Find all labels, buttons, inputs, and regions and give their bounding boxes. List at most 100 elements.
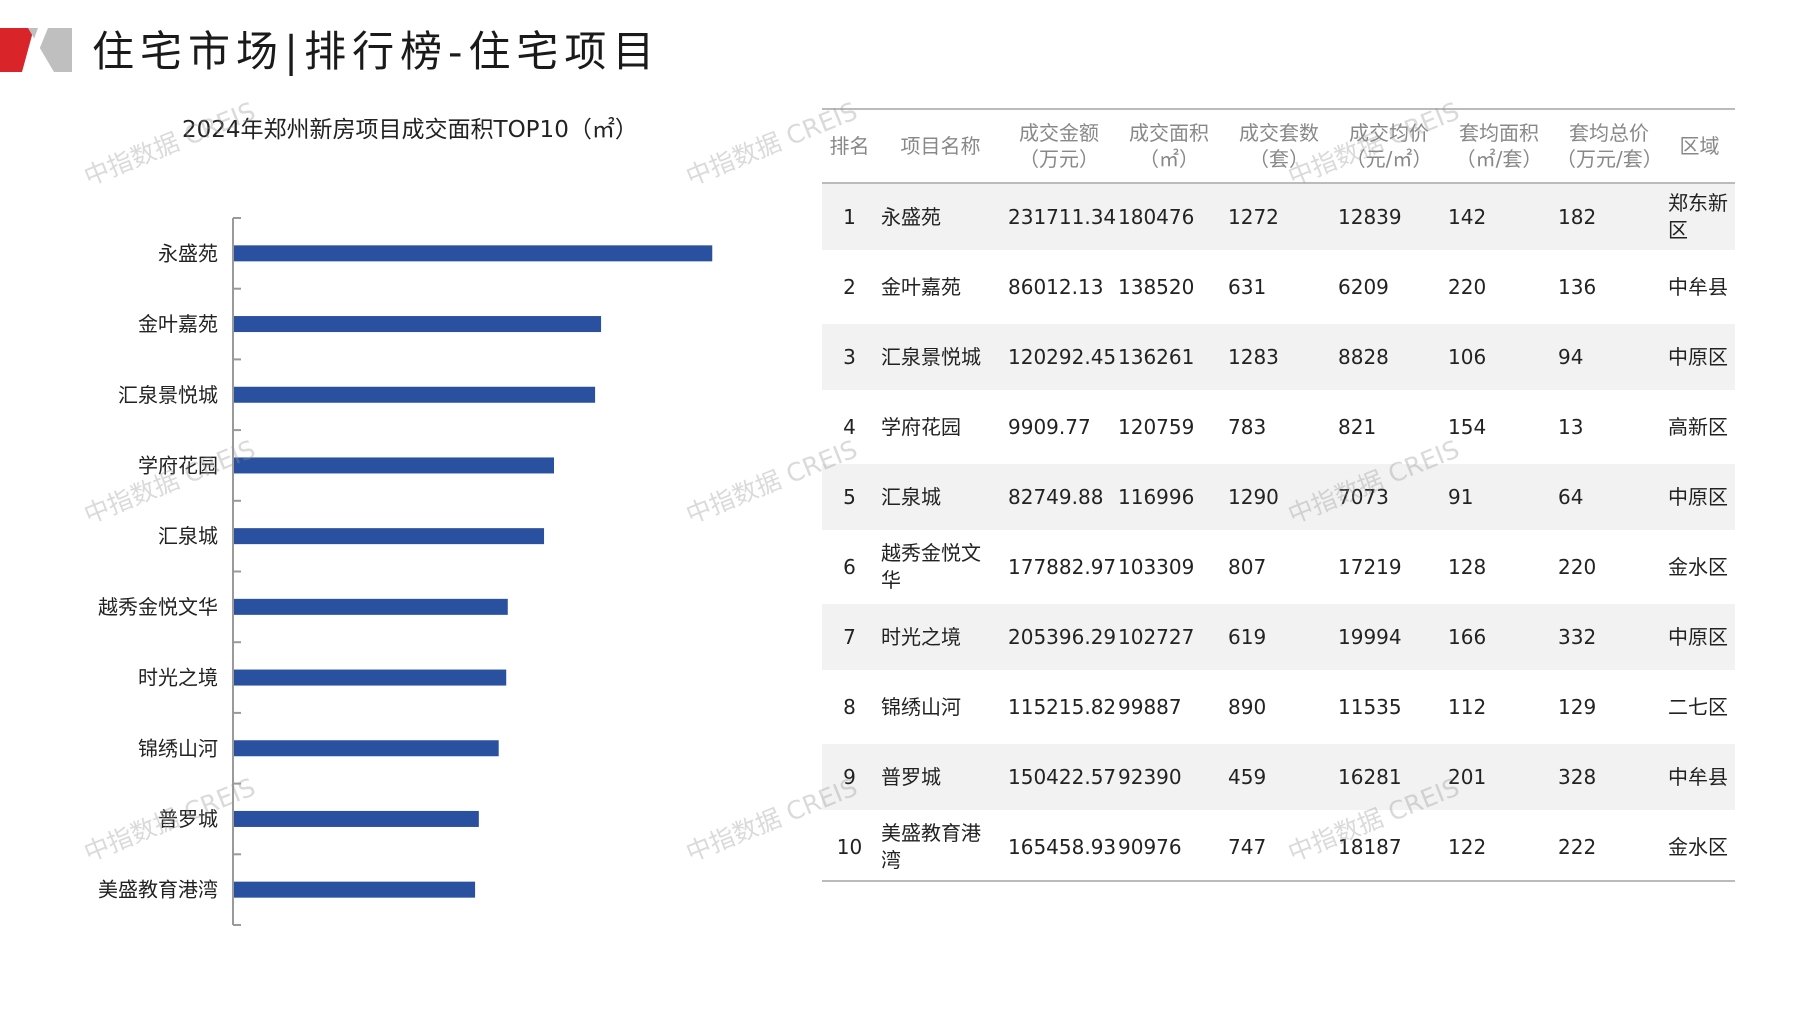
cell-district: 郑东新区	[1664, 183, 1735, 254]
cell-avg-area: 91	[1444, 462, 1554, 534]
header-name: 项目名称	[877, 108, 1004, 184]
cell-rank: 6	[822, 532, 877, 604]
cell-amount: 115215.82	[1004, 672, 1116, 744]
cell-price: 19994	[1334, 602, 1444, 674]
cell-amount: 150422.57	[1004, 742, 1116, 814]
cell-avg-total: 328	[1554, 742, 1664, 814]
cell-name: 时光之境	[877, 602, 1004, 674]
bar	[234, 810, 479, 827]
cell-area: 102727	[1114, 602, 1224, 674]
cell-amount: 9909.77	[1004, 392, 1114, 464]
brand-logo-icon	[0, 28, 72, 72]
cell-district: 中原区	[1664, 602, 1735, 674]
cell-area: 138520	[1114, 252, 1224, 324]
cell-units: 1283	[1224, 322, 1334, 394]
cell-avg-area: 166	[1444, 602, 1554, 674]
table-row: 4 学府花园 9909.77 120759 783 821 154 13 高新区	[822, 392, 1735, 464]
cell-area: 116996	[1114, 462, 1224, 534]
cell-units: 890	[1224, 672, 1334, 744]
bar	[234, 386, 596, 403]
header-units: 成交套数 （套）	[1224, 108, 1334, 184]
bar	[234, 669, 507, 686]
bar	[234, 457, 555, 474]
category-label: 锦绣山河	[138, 736, 218, 760]
cell-amount: 205396.29	[1004, 602, 1116, 674]
cell-units: 459	[1224, 742, 1334, 814]
bar-chart: 永盛苑金叶嘉苑汇泉景悦城学府花园汇泉城越秀金悦文华时光之境锦绣山河普罗城美盛教育…	[98, 217, 713, 926]
cell-avg-total: 332	[1554, 602, 1664, 674]
cell-price: 7073	[1334, 462, 1444, 534]
cell-amount: 165458.93	[1004, 812, 1116, 882]
cell-amount: 82749.88	[1004, 462, 1114, 534]
cell-avg-total: 220	[1554, 532, 1664, 604]
cell-amount: 86012.13	[1004, 252, 1114, 324]
cell-price: 821	[1334, 392, 1444, 464]
cell-rank: 10	[822, 812, 877, 882]
bar	[234, 316, 602, 333]
cell-area: 136261	[1114, 322, 1224, 394]
cell-avg-area: 128	[1444, 532, 1554, 604]
cell-area: 120759	[1114, 392, 1224, 464]
table-row: 1 永盛苑 231711.34 180476 1272 12839 142 182 郑东新区	[822, 183, 1735, 254]
cell-name: 美盛教育港湾	[877, 812, 1004, 882]
cell-name: 汇泉景悦城	[877, 322, 1004, 394]
category-label: 时光之境	[138, 666, 218, 690]
cell-avg-area: 106	[1444, 322, 1554, 394]
cell-rank: 2	[822, 252, 877, 324]
cell-avg-area: 201	[1444, 742, 1554, 814]
category-label: 永盛苑	[158, 241, 218, 265]
table-row: 9 普罗城 150422.57 92390 459 16281 201 328 中牟县	[822, 742, 1735, 814]
category-label: 美盛教育港湾	[98, 878, 218, 902]
bar	[234, 528, 545, 545]
cell-units: 619	[1224, 602, 1334, 674]
category-label: 汇泉景悦城	[118, 383, 218, 407]
cell-units: 807	[1224, 532, 1334, 604]
cell-units: 783	[1224, 392, 1334, 464]
cell-avg-total: 94	[1554, 322, 1664, 394]
cell-area: 99887	[1114, 672, 1224, 744]
cell-avg-area: 154	[1444, 392, 1554, 464]
cell-units: 747	[1224, 812, 1334, 882]
cell-district: 金水区	[1664, 532, 1735, 604]
cell-price: 16281	[1334, 742, 1444, 814]
table-row: 6 越秀金悦文华 177882.97 103309 807 17219 128 220 金水区	[822, 532, 1735, 604]
header-area: 成交面积 （㎡）	[1114, 108, 1224, 184]
cell-rank: 3	[822, 322, 877, 394]
cell-units: 1272	[1224, 183, 1334, 254]
header-amount: 成交金额 （万元）	[1004, 108, 1114, 184]
cell-price: 6209	[1334, 252, 1444, 324]
cell-area: 180476	[1114, 183, 1224, 254]
cell-amount: 120292.45	[1004, 322, 1116, 394]
cell-district: 高新区	[1664, 392, 1735, 464]
cell-avg-total: 222	[1554, 812, 1664, 882]
header-district: 区域	[1664, 108, 1735, 184]
cell-district: 中牟县	[1664, 742, 1735, 814]
bar	[234, 245, 713, 262]
cell-avg-area: 142	[1444, 183, 1554, 254]
category-label: 普罗城	[158, 807, 218, 831]
cell-units: 631	[1224, 252, 1334, 324]
table-row: 8 锦绣山河 115215.82 99887 890 11535 112 129 二七区	[822, 672, 1735, 744]
cell-district: 金水区	[1664, 812, 1735, 882]
cell-price: 8828	[1334, 322, 1444, 394]
category-label: 越秀金悦文华	[98, 595, 218, 619]
chart-title: 2024年郑州新房项目成交面积TOP10（㎡）	[182, 117, 638, 143]
cell-price: 11535	[1334, 672, 1444, 744]
cell-rank: 9	[822, 742, 877, 814]
cell-name: 普罗城	[877, 742, 1004, 814]
cell-avg-total: 13	[1554, 392, 1664, 464]
cell-name: 永盛苑	[877, 183, 1004, 254]
cell-name: 金叶嘉苑	[877, 252, 1004, 324]
ranking-table: 排名 项目名称 成交金额 （万元） 成交面积 （㎡） 成交套数 （套） 成交均价 （元/…	[822, 108, 1735, 882]
bar	[234, 881, 476, 898]
cell-avg-total: 182	[1554, 183, 1664, 254]
cell-area: 103309	[1114, 532, 1224, 604]
cell-avg-total: 64	[1554, 462, 1664, 534]
cell-rank: 1	[822, 183, 877, 254]
cell-district: 中原区	[1664, 322, 1735, 394]
cell-area: 90976	[1114, 812, 1224, 882]
page-title: 住宅市场|排行榜-住宅项目	[92, 27, 661, 76]
cell-avg-area: 220	[1444, 252, 1554, 324]
table-row: 2 金叶嘉苑 86012.13 138520 631 6209 220 136 中牟县	[822, 252, 1735, 324]
header-rank: 排名	[822, 108, 877, 184]
